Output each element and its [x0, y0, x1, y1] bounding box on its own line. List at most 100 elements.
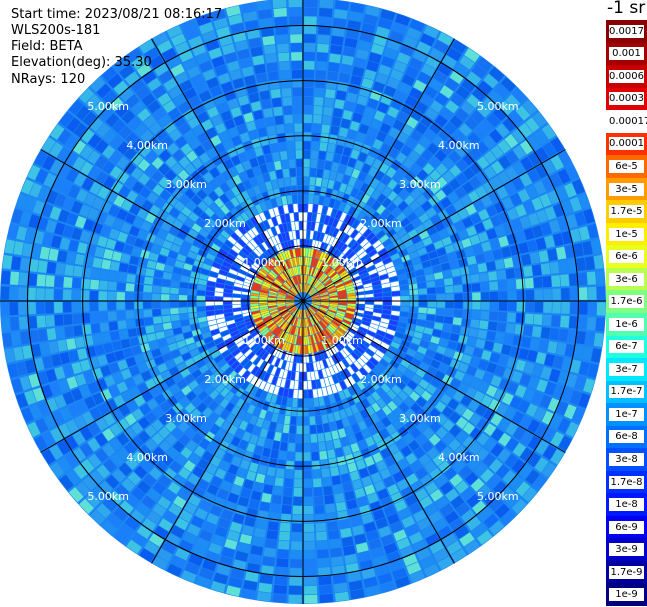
range-gate-cell	[345, 236, 353, 246]
range-gate-cell	[304, 594, 318, 604]
range-gate-cell	[350, 351, 360, 360]
range-gate-cell	[452, 276, 462, 285]
range-gate-cell	[351, 256, 360, 265]
range-gate-cell	[429, 467, 443, 481]
range-gate-cell	[369, 501, 382, 512]
range-gate-cell	[273, 315, 282, 322]
range-gate-cell	[218, 248, 229, 257]
range-gate-cell	[561, 200, 574, 215]
range-gate-cell	[212, 261, 222, 269]
range-gate-cell	[247, 187, 256, 198]
range-gate-cell	[342, 445, 352, 456]
range-gate-cell	[462, 217, 474, 228]
range-gate-cell	[361, 115, 373, 126]
range-gate-cell	[144, 276, 154, 285]
range-gate-cell	[170, 280, 180, 288]
range-gate-cell	[267, 364, 274, 374]
range-gate-cell	[396, 478, 409, 491]
range-gate-cell	[234, 279, 244, 285]
range-gate-cell	[192, 354, 203, 363]
range-gate-cell	[243, 179, 252, 190]
range-gate-cell	[157, 496, 172, 510]
range-gate-cell	[376, 387, 386, 398]
range-gate-cell	[221, 509, 234, 521]
range-gate-cell	[376, 398, 387, 409]
range-gate-cell	[518, 122, 533, 138]
range-gate-cell	[184, 218, 195, 228]
range-gate-cell	[1, 317, 11, 332]
range-gate-cell	[417, 313, 427, 320]
range-gate-cell	[132, 374, 144, 385]
range-gate-cell	[309, 289, 317, 296]
range-gate-cell	[308, 194, 314, 204]
range-gate-cell	[129, 225, 140, 237]
range-gate-cell	[206, 281, 216, 287]
range-gate-cell	[95, 417, 109, 431]
range-gate-cell	[231, 186, 241, 197]
range-gate-cell	[285, 299, 295, 301]
range-gate-cell	[314, 343, 320, 352]
range-gate-cell	[112, 251, 122, 262]
range-gate-cell	[164, 169, 177, 182]
range-gate-cell	[304, 43, 316, 52]
range-gate-cell	[452, 317, 462, 326]
range-gate-cell	[112, 340, 122, 351]
range-gate-cell	[260, 287, 270, 292]
range-gate-cell	[578, 302, 588, 315]
range-gate-cell	[202, 492, 216, 504]
range-gate-cell	[445, 301, 454, 309]
range-gate-cell	[221, 420, 232, 432]
range-gate-cell	[363, 283, 373, 288]
range-gate-cell	[401, 515, 416, 528]
range-gate-cell	[413, 509, 427, 523]
range-gate-cell	[223, 297, 232, 301]
range-gate-cell	[350, 588, 365, 600]
range-gate-cell	[235, 387, 245, 398]
range-gate-cell	[158, 426, 171, 439]
range-gate-cell	[314, 496, 324, 505]
range-gate-cell	[297, 416, 303, 426]
range-gate-cell	[243, 140, 253, 151]
range-gate-cell	[596, 286, 606, 300]
range-gate-cell	[318, 308, 327, 313]
range-gate-cell	[417, 282, 427, 289]
range-gate-cell	[342, 234, 350, 244]
range-gate-cell	[390, 521, 404, 533]
range-gate-cell	[459, 55, 475, 70]
range-gate-cell	[300, 336, 303, 345]
range-gate-cell	[397, 273, 407, 281]
range-gate-cell	[572, 407, 585, 423]
range-gate-cell	[511, 411, 525, 425]
range-gate-cell	[318, 223, 324, 233]
range-gate-cell	[315, 522, 327, 532]
range-gate-cell	[297, 185, 303, 195]
range-gate-cell	[238, 225, 247, 235]
range-gate-cell	[363, 521, 377, 533]
range-gate-cell	[349, 121, 360, 132]
range-gate-cell	[251, 138, 261, 149]
range-gate-cell	[303, 434, 310, 443]
range-gate-cell	[316, 323, 322, 332]
range-gate-cell	[522, 487, 538, 503]
range-gate-cell	[474, 222, 486, 234]
range-gate-cell	[436, 286, 445, 294]
colorbar-tick-label: 1e-7	[609, 407, 644, 421]
range-gate-cell	[141, 221, 152, 232]
range-gate-cell	[236, 254, 246, 262]
range-gate-cell	[311, 141, 320, 151]
range-gate-cell	[286, 132, 294, 142]
range-gate-cell	[240, 212, 250, 222]
range-gate-cell	[277, 233, 284, 243]
range-gate-cell	[332, 27, 345, 37]
range-gate-cell	[241, 2, 256, 14]
range-gate-cell	[328, 292, 338, 296]
range-gate-cell	[195, 576, 211, 589]
range-gate-cell	[430, 359, 441, 369]
range-gate-cell	[353, 244, 362, 254]
range-gate-cell	[284, 323, 290, 332]
range-gate-cell	[7, 223, 19, 239]
range-gate-cell	[527, 168, 541, 183]
range-gate-cell	[37, 329, 48, 342]
range-gate-cell	[199, 438, 211, 450]
range-gate-cell	[147, 192, 159, 204]
